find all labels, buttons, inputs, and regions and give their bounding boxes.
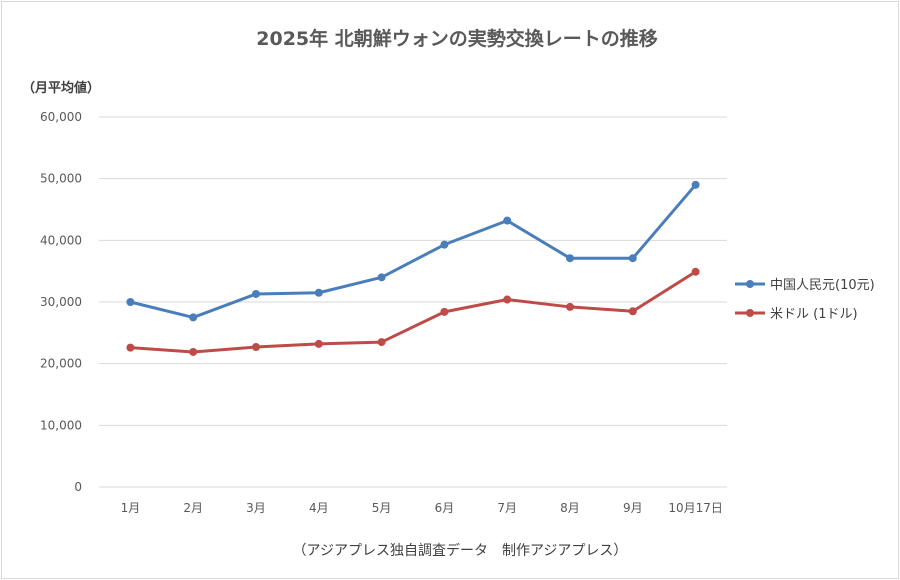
- data-point: [252, 289, 260, 298]
- legend-marker: [746, 280, 754, 288]
- data-point: [628, 254, 637, 263]
- data-point: [503, 295, 512, 304]
- legend-label: 中国人民元(10元): [770, 278, 875, 293]
- data-point: [126, 343, 135, 352]
- data-point: [691, 180, 700, 189]
- x-tick-label: 10月17日: [668, 501, 723, 515]
- y-tick-label: 10,000: [40, 418, 82, 432]
- data-point: [377, 273, 386, 282]
- data-point: [314, 288, 323, 297]
- x-tick-label: 1月: [121, 501, 141, 515]
- x-tick-label: 4月: [309, 501, 329, 515]
- legend-marker: [746, 309, 754, 317]
- x-tick-label: 8月: [560, 501, 580, 515]
- chart-title: 2025年 北朝鮮ウォンの実勢交換レートの推移: [256, 27, 658, 50]
- data-point: [628, 307, 637, 316]
- x-tick-label: 2月: [183, 501, 203, 515]
- series-line: [130, 270, 697, 354]
- data-point: [691, 267, 700, 276]
- y-axis-unit-label: （月平均値）: [22, 80, 100, 96]
- y-tick-label: 0: [74, 480, 82, 494]
- data-point: [252, 343, 260, 352]
- data-point: [503, 216, 512, 225]
- data-point: [377, 338, 386, 347]
- x-tick-label: 6月: [435, 501, 455, 515]
- legend-label: 米ドル (1ドル): [770, 307, 858, 322]
- data-point: [126, 298, 135, 306]
- data-point: [566, 254, 574, 263]
- data-point: [314, 339, 323, 348]
- data-point: [440, 307, 449, 316]
- y-tick-label: 30,000: [40, 295, 82, 309]
- source-note: （アジアプレス独自調査データ 制作アジアプレス）: [293, 542, 628, 559]
- x-tick-label: 5月: [372, 501, 392, 515]
- data-point: [189, 347, 198, 356]
- x-tick-label: 3月: [246, 501, 266, 515]
- y-tick-label: 20,000: [40, 357, 82, 371]
- series-line: [130, 183, 697, 319]
- x-tick-label: 9月: [623, 501, 643, 515]
- x-tick-label: 7月: [497, 501, 517, 515]
- y-tick-label: 40,000: [40, 233, 82, 247]
- y-tick-label: 50,000: [40, 172, 82, 186]
- data-point: [440, 240, 449, 249]
- data-point: [566, 302, 574, 311]
- y-tick-label: 60,000: [40, 110, 82, 124]
- data-point: [189, 313, 198, 322]
